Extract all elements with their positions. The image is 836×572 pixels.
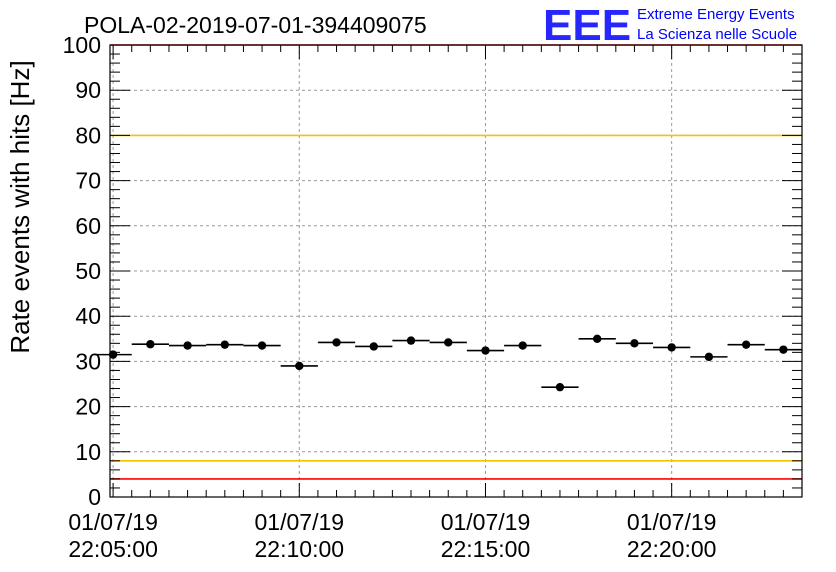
y-tick-label: 10 xyxy=(75,439,101,465)
grid-lines xyxy=(110,45,802,497)
y-tick-label: 70 xyxy=(75,168,101,194)
chart-title: POLA-02-2019-07-01-394409075 xyxy=(84,12,427,38)
y-axis-label: Rate events with hits [Hz] xyxy=(5,60,35,353)
x-tick-time: 22:05:00 xyxy=(68,536,158,562)
axis-ticks xyxy=(110,44,803,498)
y-tick-label: 60 xyxy=(75,213,101,239)
x-tick-date: 01/07/19 xyxy=(441,509,531,535)
data-point xyxy=(332,338,341,347)
data-point xyxy=(444,338,453,347)
logo-line-2: La Scienza nelle Scuole xyxy=(637,26,797,43)
data-point xyxy=(667,343,676,352)
x-tick-time: 22:20:00 xyxy=(627,536,717,562)
y-tick-label: 90 xyxy=(75,77,101,103)
x-tick-time: 22:15:00 xyxy=(441,536,531,562)
data-point xyxy=(518,341,527,350)
data-point xyxy=(555,382,565,392)
data-point xyxy=(592,334,602,343)
y-tick-labels: 0 10 20 30 40 50 60 70 80 90 100 xyxy=(63,32,101,510)
x-tick-date: 01/07/19 xyxy=(627,509,717,535)
x-tick-date: 01/07/19 xyxy=(68,509,158,535)
data-points xyxy=(94,334,802,392)
data-point xyxy=(220,340,230,349)
data-point xyxy=(295,361,304,371)
data-point xyxy=(257,341,267,350)
y-tick-label: 40 xyxy=(75,303,101,329)
data-point xyxy=(369,342,378,351)
data-point xyxy=(741,340,751,349)
y-tick-label: 50 xyxy=(75,258,101,284)
data-point xyxy=(146,340,155,349)
data-point xyxy=(108,350,118,359)
y-tick-label: 80 xyxy=(75,122,101,148)
plot-frame xyxy=(109,44,803,498)
x-tick-labels: 01/07/1922:05:0001/07/1922:10:0001/07/19… xyxy=(68,509,716,562)
data-point xyxy=(481,346,490,355)
y-tick-label: 30 xyxy=(75,348,101,374)
eee-logo-mark: EEE xyxy=(543,1,631,50)
data-point xyxy=(779,345,788,354)
eee-logo: EEE Extreme Energy Events La Scienza nel… xyxy=(543,1,797,50)
y-tick-label: 0 xyxy=(88,484,101,510)
logo-line-1: Extreme Energy Events xyxy=(637,6,795,23)
data-point xyxy=(406,336,416,345)
data-point xyxy=(704,352,714,362)
x-tick-time: 22:10:00 xyxy=(255,536,345,562)
reference-lines xyxy=(110,44,802,480)
x-tick-date: 01/07/19 xyxy=(255,509,345,535)
y-tick-label: 20 xyxy=(75,394,101,420)
data-point xyxy=(183,341,192,350)
data-point xyxy=(630,339,639,348)
y-tick-label: 100 xyxy=(63,32,101,58)
